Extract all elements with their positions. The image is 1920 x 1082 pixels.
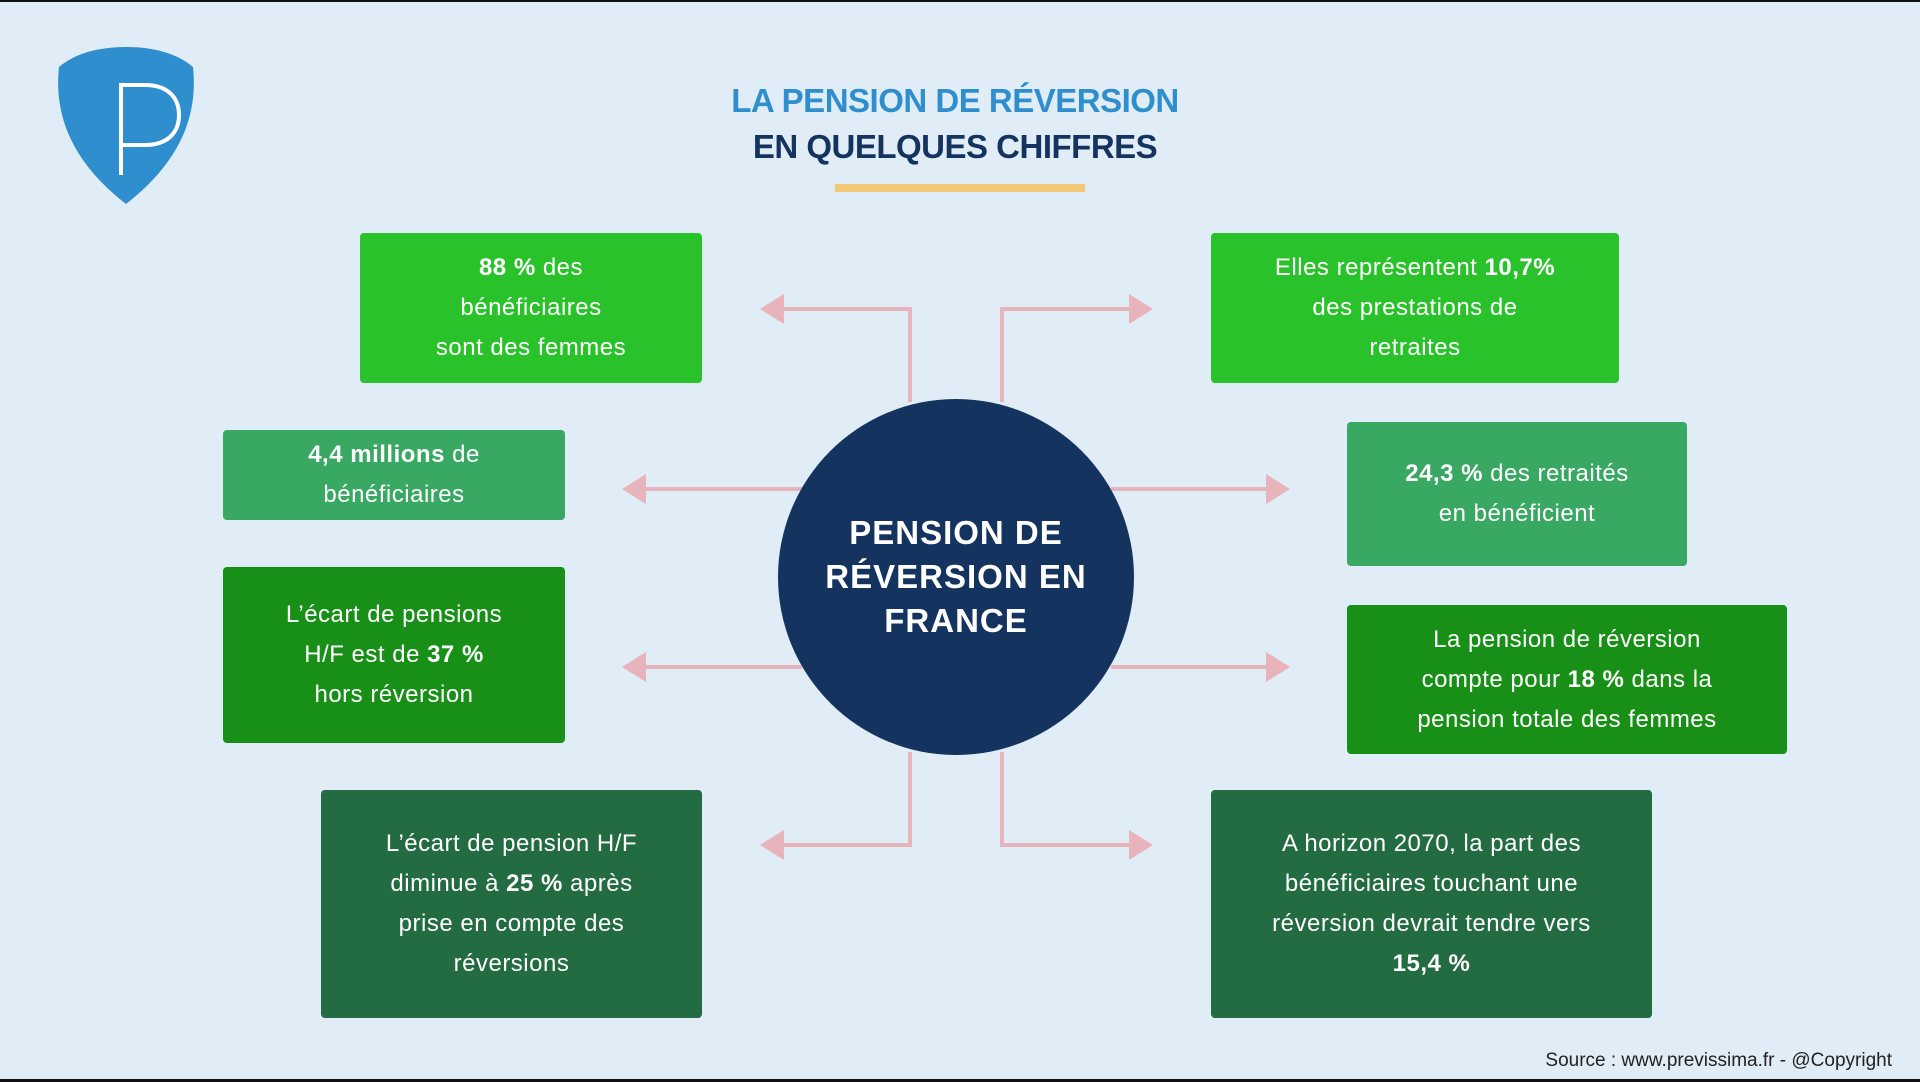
stat-line: bénéficiaires — [436, 288, 626, 328]
stat-text-segment: diminue à — [390, 870, 507, 897]
stat-highlight: 37 % — [427, 641, 484, 668]
stat-line: retraites — [1275, 328, 1555, 368]
stat-box-ecart-apres-reversion: L’écart de pension H/F diminue à 25 % apr… — [321, 790, 702, 1018]
stat-line: des prestations de — [1275, 288, 1555, 328]
stat-text-segment: prise en compte des — [398, 910, 625, 937]
stat-line: sont des femmes — [436, 328, 626, 368]
stat-line: Elles représentent 10,7% — [1275, 248, 1555, 288]
arrowhead-mid-left — [622, 474, 646, 504]
stat-text-segment: bénéficiaires touchant une — [1284, 870, 1579, 897]
stat-box-horizon-2070: A horizon 2070, la part des bénéficiaires… — [1211, 790, 1652, 1018]
stat-line: réversion devrait tendre vers — [1272, 904, 1591, 944]
stat-line: bénéficiaires — [308, 475, 480, 515]
stat-highlight: 10,7% — [1484, 254, 1556, 281]
stat-text: 4,4 millions de bénéficiaires — [308, 435, 480, 515]
arrowhead-bottom-left — [760, 830, 784, 860]
stat-text: 24,3 % des retraités en bénéficient — [1405, 454, 1628, 534]
stat-highlight: 25 % — [506, 870, 563, 897]
stat-box-beneficiaires-femmes: 88 % des bénéficiaires sont des femmes — [360, 233, 702, 383]
stat-text-segment: pension totale des femmes — [1417, 705, 1717, 733]
bottom-border — [0, 1079, 1920, 1082]
stat-text-segment: bénéficiaires — [460, 294, 602, 321]
stat-box-prestations-retraites: Elles représentent 10,7% des prestations … — [1211, 233, 1619, 383]
stat-text-segment: A horizon 2070, la part des — [1281, 830, 1581, 857]
stat-text-segment: Elles représentent — [1274, 254, 1485, 281]
center-circle: PENSION DE RÉVERSION EN FRANCE — [778, 399, 1134, 755]
title-underline — [835, 184, 1085, 192]
stat-line: diminue à 25 % après — [386, 864, 637, 904]
stat-line: réversions — [386, 944, 637, 984]
stat-text-segment: réversions — [453, 950, 570, 977]
stat-highlight: 24,3 % — [1405, 460, 1483, 487]
arrow-top-left — [772, 307, 912, 402]
stat-highlight: 15,4 % — [1392, 950, 1471, 977]
previssima-shield-logo — [58, 47, 194, 204]
arrowhead-lower-left — [622, 652, 646, 682]
arrow-bottom-right — [1000, 752, 1141, 847]
stat-box-ecart-hors-reversion: L’écart de pensions H/F est de 37 % hors r… — [223, 567, 565, 743]
stat-text-segment: compte pour — [1421, 665, 1568, 693]
stat-box-nombre-beneficiaires: 4,4 millions de bénéficiaires — [223, 430, 565, 520]
stat-highlight: 18 % — [1567, 665, 1625, 693]
stat-text-segment: retraites — [1369, 334, 1461, 361]
arrow-bottom-left — [772, 752, 912, 847]
stat-text-segment: des retraités — [1482, 460, 1629, 487]
stat-text: A horizon 2070, la part des bénéficiaires… — [1272, 824, 1591, 984]
stat-text: La pension de réversion compte pour 18 % … — [1417, 620, 1716, 740]
stat-line: 24,3 % des retraités — [1405, 454, 1628, 494]
stat-line: L’écart de pension H/F — [386, 824, 637, 864]
stat-line: compte pour 18 % dans la — [1417, 660, 1716, 700]
stat-line: H/F est de 37 % — [286, 635, 502, 675]
stat-line: 4,4 millions de — [308, 435, 480, 475]
stat-text-segment: des prestations de — [1312, 294, 1518, 321]
stat-line: prise en compte des — [386, 904, 637, 944]
stat-line: pension totale des femmes — [1417, 700, 1716, 740]
title-line-1: LA PENSION DE RÉVERSION — [731, 82, 1179, 119]
stat-text-segment: réversion devrait tendre vers — [1272, 910, 1591, 937]
stat-text-segment: hors réversion — [314, 681, 474, 708]
stat-text-segment: sont des femmes — [435, 334, 627, 361]
stat-line: 15,4 % — [1272, 944, 1591, 984]
stat-text-segment: L’écart de pension H/F — [385, 830, 638, 857]
stat-text-segment: H/F est de — [304, 641, 428, 668]
stat-text: Elles représentent 10,7% des prestations … — [1275, 248, 1555, 368]
stat-box-part-retraites: 24,3 % des retraités en bénéficient — [1347, 422, 1687, 566]
stat-text-segment: La pension de réversion — [1433, 625, 1701, 653]
stat-line: A horizon 2070, la part des — [1272, 824, 1591, 864]
stat-text-segment: bénéficiaires — [323, 481, 465, 508]
stat-line: hors réversion — [286, 675, 502, 715]
arrowhead-mid-right — [1266, 474, 1290, 504]
stat-highlight: 88 % — [478, 254, 536, 281]
arrowhead-lower-right — [1266, 652, 1290, 682]
stat-line: en bénéficient — [1405, 494, 1628, 534]
arrowhead-top-left — [760, 294, 784, 324]
stat-line: bénéficiaires touchant une — [1272, 864, 1591, 904]
stat-line: L’écart de pensions — [286, 595, 502, 635]
stat-text: L’écart de pension H/F diminue à 25 % apr… — [386, 824, 637, 984]
source-credit: Source : www.previssima.fr - @Copyright — [1545, 1050, 1892, 1071]
stat-line: 88 % des — [436, 248, 626, 288]
stat-text-segment: des — [535, 254, 584, 281]
center-label: PENSION DE RÉVERSION EN FRANCE — [825, 514, 1087, 639]
stat-text-segment: en bénéficient — [1438, 500, 1596, 527]
stat-text-segment: dans la — [1624, 665, 1713, 693]
top-border — [0, 0, 1920, 2]
stat-highlight: 4,4 millions — [308, 441, 445, 468]
arrowhead-bottom-right — [1129, 830, 1153, 860]
stat-text: 88 % des bénéficiaires sont des femmes — [436, 248, 626, 368]
stat-text-segment: après — [562, 870, 633, 897]
stat-line: La pension de réversion — [1417, 620, 1716, 660]
arrowhead-top-right — [1129, 294, 1153, 324]
stat-text-segment: L’écart de pensions — [285, 601, 503, 628]
stat-text-segment: de — [444, 441, 480, 468]
title-line-2: EN QUELQUES CHIFFRES — [752, 128, 1158, 165]
stat-box-part-pension-femmes: La pension de réversion compte pour 18 % … — [1347, 605, 1787, 754]
stat-text: L’écart de pensions H/F est de 37 % hors r… — [286, 595, 502, 715]
arrow-top-right — [1000, 307, 1141, 402]
